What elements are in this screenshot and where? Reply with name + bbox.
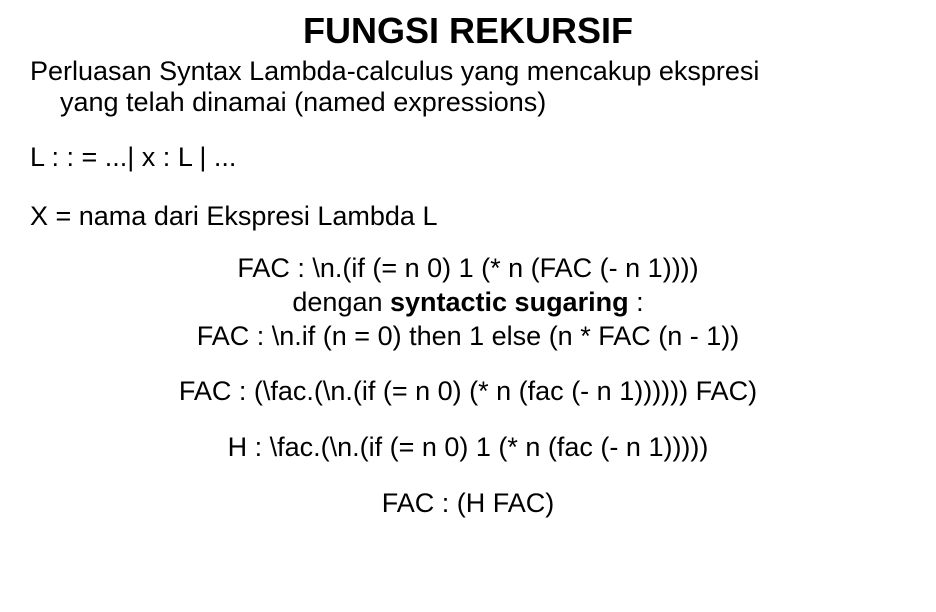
h-definition: H : \fac.(\n.(if (= n 0) 1 (* n (fac (- … xyxy=(30,431,906,465)
slide: FUNGSI REKURSIF Perluasan Syntax Lambda-… xyxy=(0,0,936,612)
fac1-line-a: FAC : \n.(if (= n 0) 1 (* n (FAC (- n 1)… xyxy=(30,252,906,286)
fac-definition-3: FAC : (H FAC) xyxy=(30,487,906,521)
fac1-bold: syntactic sugaring xyxy=(390,287,629,317)
fac3-line: FAC : (H FAC) xyxy=(30,487,906,521)
fac1-line-c: FAC : \n.if (n = 0) then 1 else (n * FAC… xyxy=(30,320,906,354)
slide-title: FUNGSI REKURSIF xyxy=(30,10,906,52)
fac-definition-1: FAC : \n.(if (= n 0) 1 (* n (FAC (- n 1)… xyxy=(30,252,906,353)
fac1-prefix: dengan xyxy=(292,287,390,317)
intro-paragraph: Perluasan Syntax Lambda-calculus yang me… xyxy=(30,56,906,118)
fac2-line: FAC : (\fac.(\n.(if (= n 0) (* n (fac (-… xyxy=(30,375,906,409)
fac1-suffix: : xyxy=(629,287,644,317)
fac1-line-b: dengan syntactic sugaring : xyxy=(30,286,906,320)
named-expression: X = nama dari Ekspresi Lambda L xyxy=(30,201,906,232)
intro-line-2: yang telah dinamai (named expressions) xyxy=(30,87,906,118)
fac-definition-2: FAC : (\fac.(\n.(if (= n 0) (* n (fac (-… xyxy=(30,375,906,409)
hdef-line: H : \fac.(\n.(if (= n 0) 1 (* n (fac (- … xyxy=(30,431,906,465)
examples: FAC : \n.(if (= n 0) 1 (* n (FAC (- n 1)… xyxy=(30,252,906,521)
grammar-rule: L : : = ...| x : L | ... xyxy=(30,142,906,173)
intro-line-1: Perluasan Syntax Lambda-calculus yang me… xyxy=(30,56,759,86)
